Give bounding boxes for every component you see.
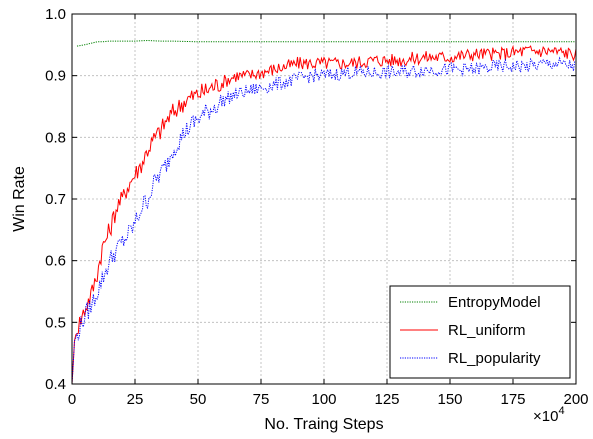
x-tick-label: 0 [68, 391, 76, 408]
series-line-rl-popularity [71, 56, 577, 385]
y-tick-label: 0.6 [45, 253, 66, 270]
x-tick-label: 200 [563, 391, 588, 408]
legend: EntropyModel RL_uniform RL_popularity [389, 285, 571, 379]
y-tick-label: 0.9 [45, 68, 66, 85]
y-tick-label: 0.8 [45, 129, 66, 146]
y-tick-label: 1.0 [45, 6, 66, 23]
series-layer [71, 39, 577, 385]
x-axis-multiplier: ×104 [533, 405, 565, 425]
legend-box [389, 285, 571, 379]
x-tick-label: 50 [190, 391, 207, 408]
y-tick-label: 0.4 [45, 376, 66, 393]
y-tick-label: 0.5 [45, 314, 66, 331]
series-line-rl-uniform [71, 44, 577, 385]
ticks: 0 25 50 75 100 125 150 175 200 0.4 0.5 0.6 0.7 0.8 0.9… [45, 6, 588, 408]
y-tick-label: 0.7 [45, 191, 66, 208]
legend-label: EntropyModel [448, 294, 541, 311]
x-tick-label: 150 [437, 391, 462, 408]
series-line-entropymodel [76, 39, 576, 47]
x-axis-label: No. Traing Steps [264, 416, 383, 433]
x-axis-multiplier-exponent: 4 [558, 405, 564, 417]
x-tick-label: 125 [374, 391, 399, 408]
x-tick-label: 75 [253, 391, 270, 408]
x-axis-multiplier-base: ×10 [533, 408, 558, 425]
x-tick-label: 100 [311, 391, 336, 408]
x-tick-label: 25 [127, 391, 144, 408]
legend-label: RL_uniform [448, 322, 526, 339]
y-axis-label: Win Rate [11, 166, 28, 232]
legend-label: RL_popularity [448, 350, 541, 367]
x-tick-label: 175 [500, 391, 525, 408]
